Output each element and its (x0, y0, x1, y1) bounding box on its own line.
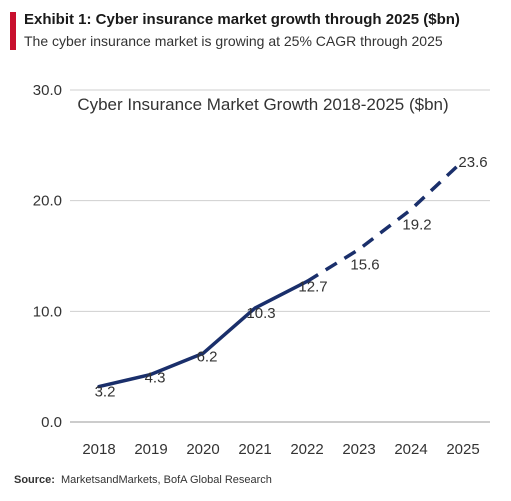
y-tick-label: 0.0 (41, 414, 62, 431)
series-line-projected (306, 159, 465, 283)
y-axis-ticks: 0.0 10.0 20.0 30.0 (33, 82, 62, 431)
chart-container: 0.0 10.0 20.0 30.0 2018 2019 2020 2021 2022 2023… (0, 60, 511, 470)
x-tick-label: 2024 (394, 441, 427, 458)
y-tick-label: 10.0 (33, 303, 62, 320)
data-label: 12.7 (298, 278, 327, 295)
y-tick-label: 30.0 (33, 82, 62, 99)
series-line (97, 159, 465, 389)
data-labels: 3.2 4.3 6.2 10.3 12.7 15.6 19.2 23.6 (95, 154, 488, 401)
x-tick-label: 2020 (186, 441, 219, 458)
x-tick-label: 2022 (290, 441, 323, 458)
data-label: 3.2 (95, 384, 116, 401)
x-tick-label: 2019 (134, 441, 167, 458)
chart-title: Cyber Insurance Market Growth 2018-2025 … (77, 95, 448, 114)
data-label: 23.6 (458, 154, 487, 171)
exhibit-title: Exhibit 1: Cyber insurance market growth… (24, 11, 460, 28)
x-tick-label: 2023 (342, 441, 375, 458)
data-label: 10.3 (246, 305, 275, 322)
x-tick-label: 2025 (446, 441, 479, 458)
data-label: 6.2 (197, 348, 218, 365)
y-tick-label: 20.0 (33, 193, 62, 210)
source-text: MarketsandMarkets, BofA Global Research (60, 474, 272, 486)
exhibit-subtitle: The cyber insurance market is growing at… (24, 33, 443, 49)
accent-bar (10, 12, 16, 50)
x-axis-ticks: 2018 2019 2020 2021 2022 2023 2024 2025 (82, 441, 479, 458)
source-label: Source: (14, 474, 55, 486)
source-footer: Source: MarketsandMarkets, BofA Global Re… (14, 474, 272, 486)
data-label: 4.3 (145, 369, 166, 386)
x-tick-label: 2018 (82, 441, 115, 458)
data-label: 15.6 (350, 256, 379, 273)
series-line-actual (97, 279, 309, 389)
line-chart: 0.0 10.0 20.0 30.0 2018 2019 2020 2021 2022 2023… (33, 82, 490, 458)
gridlines (70, 89, 490, 423)
x-tick-label: 2021 (238, 441, 271, 458)
data-label: 19.2 (402, 217, 431, 234)
